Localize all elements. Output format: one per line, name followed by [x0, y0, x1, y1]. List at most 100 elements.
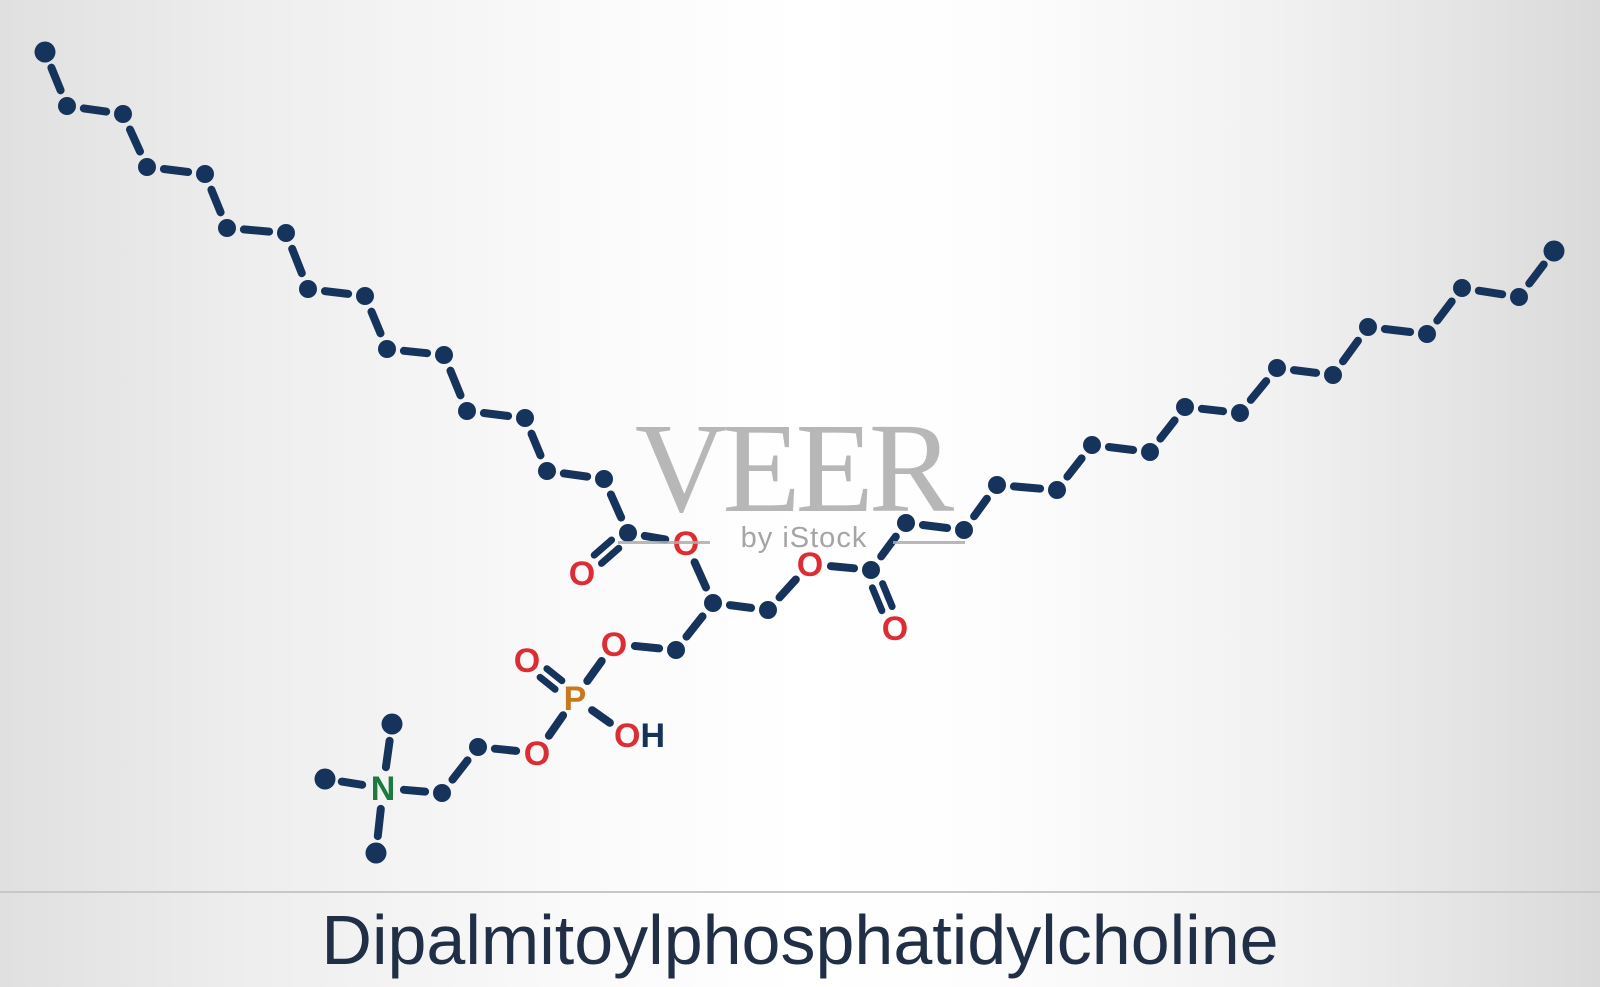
double-bond — [543, 665, 566, 685]
bond — [207, 185, 225, 217]
oxygen-label: O — [673, 525, 699, 563]
bond — [490, 744, 521, 755]
bond — [775, 575, 800, 602]
bond — [1433, 297, 1456, 325]
carbon-atom-dot — [34, 41, 56, 63]
oxygen-label: O — [797, 546, 823, 584]
bond — [682, 612, 707, 641]
oxygen-label: O — [569, 555, 595, 593]
bond — [725, 601, 756, 612]
bond — [970, 494, 991, 521]
bond — [1289, 366, 1321, 377]
carbon-atom-dot — [1324, 366, 1342, 384]
carbon-atom-dot — [955, 521, 973, 539]
oxygen-label: O — [514, 642, 540, 680]
carbon-atom-dot — [862, 561, 880, 579]
carbon-atom-dot — [433, 784, 451, 802]
watermark-rule-left — [618, 541, 710, 544]
hydroxyl-label: OH — [614, 717, 665, 755]
carbon-atom-dot — [365, 842, 387, 864]
carbon-atom-dot — [196, 165, 214, 183]
bond — [448, 756, 472, 784]
bond — [877, 532, 900, 561]
bond — [640, 531, 670, 544]
bond — [239, 225, 274, 236]
carbon-atom-dot — [378, 340, 396, 358]
bond — [337, 777, 367, 789]
bond — [126, 125, 144, 156]
bond — [918, 521, 952, 532]
carbon-atom-dot — [1268, 359, 1286, 377]
bond — [479, 409, 513, 420]
bond — [583, 657, 606, 685]
double-bond — [536, 673, 559, 693]
carbon-atom-dot — [619, 524, 637, 542]
bond — [1474, 286, 1507, 299]
phosphorus-label: P — [564, 680, 587, 718]
carbon-atom-dot — [138, 158, 156, 176]
carbon-atom-dot — [114, 105, 132, 123]
bond — [559, 469, 592, 481]
carbon-atom-dot — [595, 470, 613, 488]
bond — [690, 558, 710, 592]
carbon-atom-dot — [299, 280, 317, 298]
carbon-atom-dot — [1231, 404, 1249, 422]
double-bond — [598, 544, 623, 567]
bond — [544, 711, 568, 740]
carbon-atom-dot — [1510, 288, 1528, 306]
bond — [79, 104, 111, 116]
carbon-atom-dot — [1176, 398, 1194, 416]
double-bond — [879, 580, 896, 610]
watermark-rule-right — [893, 541, 965, 544]
carbon-atom-dot — [1141, 443, 1159, 461]
carbon-atom-dot — [381, 713, 403, 735]
carbon-atom-dot — [356, 287, 374, 305]
bond — [159, 165, 193, 176]
carbon-atom-dot — [988, 476, 1006, 494]
carbon-atom-dot — [218, 219, 236, 237]
bond — [606, 490, 626, 522]
bond — [446, 366, 465, 400]
oxygen-label: O — [524, 735, 550, 773]
carbon-atom-dot — [1418, 325, 1436, 343]
watermark-subtitle: by iStock — [740, 522, 868, 554]
oxygen-label: O — [882, 610, 908, 648]
carbon-atom-dot — [314, 768, 336, 790]
bond — [826, 562, 859, 573]
bond — [1063, 454, 1086, 481]
carbon-atom-dot — [1048, 481, 1066, 499]
carbon-atom-dot — [516, 409, 534, 427]
bond — [1339, 336, 1362, 366]
carbon-atom-dot — [58, 97, 76, 115]
bond — [1525, 260, 1548, 288]
carbon-atom-dot — [469, 738, 487, 756]
carbon-atom-dot — [1359, 318, 1377, 336]
compound-name: Dipalmitoylphosphatidylcholine — [321, 901, 1279, 979]
bond — [1156, 416, 1179, 443]
bond — [1246, 377, 1271, 404]
bond — [320, 287, 353, 298]
carbon-atom-dot — [435, 346, 453, 364]
carbon-atom-dot — [538, 462, 556, 480]
carbon-atom-dot — [277, 224, 295, 242]
bond — [588, 706, 614, 727]
carbon-atom-dot — [1083, 436, 1101, 454]
carbon-atom-dot — [704, 594, 722, 612]
double-bond — [868, 584, 886, 615]
carbon-atom-dot — [1543, 240, 1565, 262]
bond — [527, 429, 545, 460]
watermark-brand: VEER — [634, 397, 954, 539]
bond — [1009, 482, 1045, 493]
carbon-atom-dot — [1453, 279, 1471, 297]
bond — [373, 804, 385, 841]
bond — [1197, 404, 1228, 416]
oxygen-label: O — [601, 626, 627, 664]
bond — [381, 736, 394, 772]
bond — [1104, 443, 1138, 454]
footer-divider — [0, 891, 1600, 893]
bond — [288, 244, 306, 278]
footer-title-bar: Dipalmitoylphosphatidylcholine — [0, 893, 1600, 987]
bond — [630, 642, 664, 653]
